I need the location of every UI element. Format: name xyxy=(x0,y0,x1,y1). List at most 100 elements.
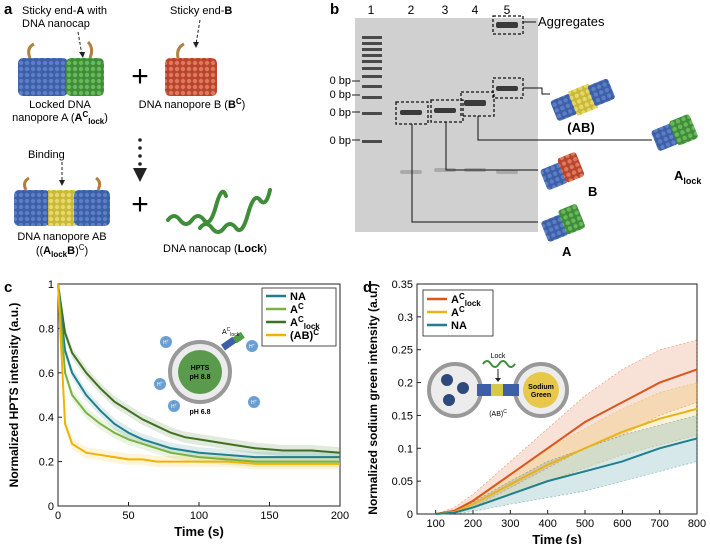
panel-d: d 100 200 300 400 500 600 700 800 0 0.05 0.1 0.15 0.… xyxy=(363,279,706,544)
sodium-label: Sodium xyxy=(528,384,554,391)
pore-graphic xyxy=(477,384,493,396)
sodium-ion-icon xyxy=(441,374,453,386)
lane-number: 2 xyxy=(408,3,415,17)
faint-bands xyxy=(400,168,518,174)
y-tick-label: 0.4 xyxy=(39,412,54,424)
panel-b-letter: b xyxy=(330,1,339,18)
vesicle-interior xyxy=(178,350,222,394)
x-tick-label: 400 xyxy=(538,518,556,530)
lane-number: 3 xyxy=(442,3,449,17)
locked-nanopore-a-graphic xyxy=(18,40,104,96)
plus-sign: + xyxy=(131,188,149,221)
proton-label: H+ xyxy=(251,398,258,406)
vesicle-membrane xyxy=(427,362,483,418)
panel-d-plot: 100 200 300 400 500 600 700 800 0 0.05 0.1 0.15 0.2 0… xyxy=(366,279,706,544)
sodium-ion-icon xyxy=(443,394,455,406)
lane-number: 5 xyxy=(504,3,511,17)
series-line xyxy=(57,283,341,454)
y-tick-label: 0.05 xyxy=(392,476,413,488)
x-tick-label: 150 xyxy=(260,510,278,522)
legend-box xyxy=(422,289,494,337)
b-graphic xyxy=(540,152,585,190)
x-tick-label: 500 xyxy=(576,518,594,530)
nanopore-b-label: DNA nanopore B (BC) xyxy=(139,97,246,111)
x-tick-label: 300 xyxy=(501,518,519,530)
legend-label: AC xyxy=(290,302,304,316)
proton-icon xyxy=(154,378,166,390)
legend-label: AC xyxy=(451,305,465,319)
y-tick-label: 0.1 xyxy=(398,443,413,455)
proton-label: H+ xyxy=(157,380,164,388)
reaction-arrow xyxy=(133,138,147,182)
proton-label: H+ xyxy=(249,342,256,350)
y-tick-label: 0.2 xyxy=(39,457,54,469)
error-band xyxy=(58,284,340,470)
y-tick-label: 0 xyxy=(407,509,413,521)
proton-icon xyxy=(160,336,172,348)
legend-label: NA xyxy=(451,320,467,332)
y-tick-label: 0.2 xyxy=(398,378,413,390)
proton-icon xyxy=(168,400,180,412)
hpts-label: HPTS xyxy=(191,365,210,372)
arrow-head-icon xyxy=(193,42,199,48)
pore-graphic xyxy=(220,336,237,351)
series-line xyxy=(435,407,698,515)
x-tick-label: 700 xyxy=(650,518,668,530)
x-tick-label: 50 xyxy=(122,510,134,522)
arrow-head-icon xyxy=(79,52,85,58)
y-tick-label: 0.3 xyxy=(398,312,413,324)
sticky-b-pointer xyxy=(195,19,201,45)
legend-label: NA xyxy=(290,291,306,303)
lock-strand xyxy=(482,360,516,368)
series-line xyxy=(435,368,698,515)
pore-graphic xyxy=(491,384,505,396)
sticky-b-label: Sticky end-B xyxy=(170,5,232,17)
alock-label: Alock xyxy=(674,168,702,186)
lock-label: Lock xyxy=(491,353,506,360)
green-label: Green xyxy=(531,392,551,399)
sample-bands xyxy=(400,22,518,115)
y-tick-label: 1 xyxy=(48,279,54,291)
sodium-ion-icon xyxy=(457,382,469,394)
pore-graphic xyxy=(503,384,519,396)
sticky-a-pointer xyxy=(77,31,83,56)
x-tick-label: 200 xyxy=(331,510,349,522)
a-label: A xyxy=(562,244,572,259)
ladder-label: 400 bp xyxy=(330,75,351,87)
legend-box xyxy=(261,287,337,347)
ladder-label: 200 bp xyxy=(330,107,351,119)
x-tick-label: 200 xyxy=(464,518,482,530)
ab-label: (AB) xyxy=(567,120,594,135)
pore-graphic xyxy=(232,331,245,344)
panel-d-letter: d xyxy=(363,279,372,296)
panel-c-letter: c xyxy=(4,279,12,296)
connector-lines xyxy=(411,87,652,223)
ladder-ticks xyxy=(352,80,360,141)
x-axis-title: Time (s) xyxy=(174,524,224,539)
ladder-label: 100 bp xyxy=(330,135,351,147)
y-tick-label: 0 xyxy=(48,501,54,513)
band-highlight-boxes xyxy=(395,15,524,125)
sodium-green-interior xyxy=(523,372,559,408)
locked-a-line2: nanopore A (AClock) xyxy=(12,110,108,126)
legend-label: AClock xyxy=(290,315,320,331)
panel-c: c 0 50 100 150 200 0 0.2 0.4 0.6 0.8 1 Time (s) Norm… xyxy=(4,279,349,539)
legend-label: AClock xyxy=(451,292,481,308)
series-line xyxy=(57,283,340,463)
x-tick-label: 100 xyxy=(190,510,208,522)
locked-a-line1: Locked DNA xyxy=(29,99,91,111)
nanocap-graphic xyxy=(166,188,272,234)
nanocap-label: DNA nanocap (Lock) xyxy=(163,243,267,255)
proton-icon xyxy=(246,340,258,352)
aggregates-label: Aggregates xyxy=(538,14,605,29)
ab-line1: DNA nanopore AB xyxy=(17,231,106,243)
hpts-vesicle-inset: HPTS pH 8.8 pH 6.8 AClock H+ H+ H+ H+ H+ xyxy=(154,327,260,416)
y-axis-title: Normalized sodium green intensity (a.u.) xyxy=(366,283,380,514)
legend-label: (AB)C xyxy=(290,328,319,342)
y-tick-label: 0.8 xyxy=(39,323,54,335)
a-graphic xyxy=(541,204,585,242)
nanopore-ab-graphic xyxy=(14,176,110,226)
